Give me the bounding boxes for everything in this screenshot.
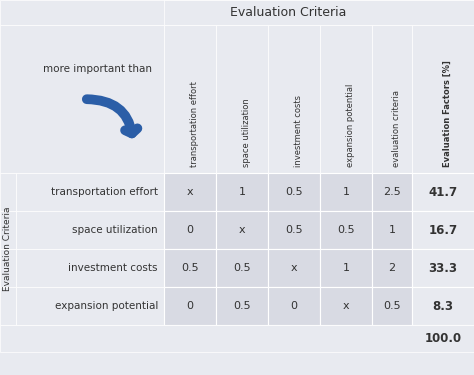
- Text: expansion potential: expansion potential: [346, 84, 355, 167]
- Text: 1: 1: [389, 225, 395, 235]
- Text: 2: 2: [388, 263, 396, 273]
- Text: 0.5: 0.5: [337, 225, 355, 235]
- Text: 33.3: 33.3: [428, 261, 457, 274]
- Text: 0.5: 0.5: [383, 301, 401, 311]
- Text: more important than: more important than: [43, 64, 152, 74]
- Bar: [268, 25, 320, 173]
- Text: 16.7: 16.7: [428, 224, 457, 237]
- Bar: [320, 287, 372, 325]
- Bar: [268, 287, 320, 325]
- Bar: [216, 287, 268, 325]
- Text: 1: 1: [238, 187, 246, 197]
- Text: space utilization: space utilization: [242, 98, 251, 167]
- Text: 2.5: 2.5: [383, 187, 401, 197]
- Bar: [268, 211, 320, 249]
- Bar: [0, 211, 16, 249]
- Text: 100.0: 100.0: [424, 332, 462, 345]
- Text: Evaluation Criteria: Evaluation Criteria: [230, 6, 346, 19]
- Text: Evaluation Criteria: Evaluation Criteria: [3, 207, 12, 291]
- Text: 0.5: 0.5: [233, 301, 251, 311]
- Bar: [0, 0, 474, 25]
- Text: investment costs: investment costs: [69, 263, 158, 273]
- Bar: [372, 25, 412, 173]
- Bar: [320, 25, 372, 173]
- Text: 0.5: 0.5: [233, 263, 251, 273]
- Bar: [412, 25, 474, 173]
- Bar: [320, 173, 372, 211]
- Bar: [0, 25, 164, 173]
- Bar: [372, 249, 412, 287]
- Text: investment costs: investment costs: [294, 95, 303, 167]
- Text: x: x: [239, 225, 246, 235]
- Text: 1: 1: [343, 187, 349, 197]
- Bar: [268, 249, 320, 287]
- Bar: [216, 211, 268, 249]
- Text: x: x: [187, 187, 193, 197]
- Text: space utilization: space utilization: [73, 225, 158, 235]
- Bar: [164, 0, 474, 25]
- Bar: [16, 249, 164, 287]
- Text: 0: 0: [186, 225, 193, 235]
- Text: evaluation criteria: evaluation criteria: [392, 90, 401, 167]
- Text: 8.3: 8.3: [432, 300, 454, 312]
- Bar: [216, 249, 268, 287]
- Text: x: x: [343, 301, 349, 311]
- Bar: [268, 173, 320, 211]
- Bar: [216, 25, 268, 173]
- Bar: [164, 25, 216, 173]
- Text: 41.7: 41.7: [428, 186, 457, 198]
- Bar: [0, 249, 16, 287]
- Text: 1: 1: [343, 263, 349, 273]
- Bar: [0, 287, 16, 325]
- Bar: [164, 173, 216, 211]
- Text: transportation effort: transportation effort: [190, 81, 199, 167]
- Bar: [216, 173, 268, 211]
- Text: Evaluation Factors [%]: Evaluation Factors [%]: [443, 60, 452, 167]
- Text: transportation effort: transportation effort: [51, 187, 158, 197]
- Text: 0: 0: [291, 301, 298, 311]
- Bar: [16, 287, 164, 325]
- Bar: [412, 173, 474, 211]
- Bar: [412, 211, 474, 249]
- Bar: [16, 211, 164, 249]
- Bar: [372, 287, 412, 325]
- Text: 0.5: 0.5: [285, 225, 303, 235]
- Text: 0.5: 0.5: [181, 263, 199, 273]
- Text: x: x: [291, 263, 297, 273]
- Bar: [320, 249, 372, 287]
- Bar: [320, 211, 372, 249]
- Bar: [16, 173, 164, 211]
- Bar: [372, 211, 412, 249]
- Bar: [164, 249, 216, 287]
- Bar: [164, 211, 216, 249]
- Bar: [164, 287, 216, 325]
- Bar: [0, 325, 474, 352]
- Text: 0: 0: [186, 301, 193, 311]
- Bar: [372, 173, 412, 211]
- Text: expansion potential: expansion potential: [55, 301, 158, 311]
- Bar: [412, 249, 474, 287]
- Text: 0.5: 0.5: [285, 187, 303, 197]
- Bar: [412, 287, 474, 325]
- Bar: [0, 173, 16, 211]
